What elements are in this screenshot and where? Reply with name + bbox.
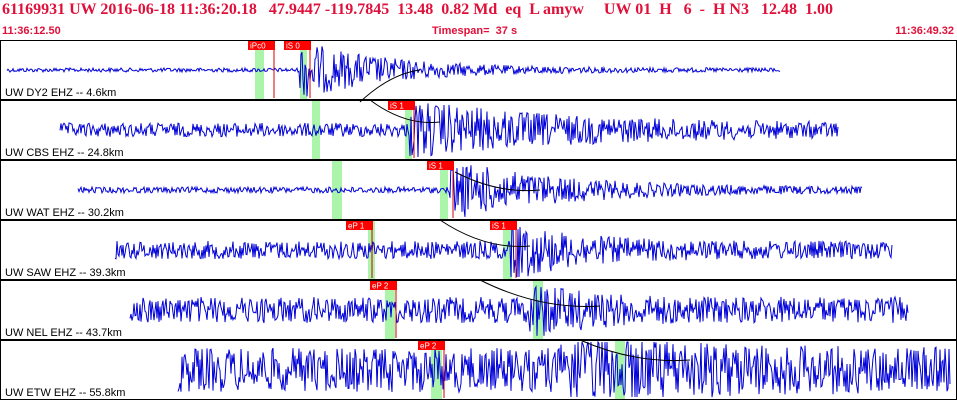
pick-flag[interactable] bbox=[427, 161, 454, 170]
pick-flag[interactable] bbox=[284, 41, 311, 50]
phase-window bbox=[385, 281, 395, 339]
waveform-trace bbox=[6, 46, 781, 97]
pick-label: iS 0 bbox=[286, 42, 300, 51]
phase-window bbox=[300, 41, 307, 99]
station-label: UW ETW EHZ -- 55.8km bbox=[5, 387, 125, 399]
pick-label: eP 2 bbox=[420, 342, 437, 351]
pick-flag[interactable] bbox=[388, 101, 415, 110]
event-summary-title: 61169931 UW 2016-06-18 11:36:20.18 47.94… bbox=[2, 1, 833, 18]
phase-window bbox=[405, 101, 412, 159]
waveform-trace bbox=[59, 103, 839, 158]
end-time-label: 11:36:49.32 bbox=[895, 25, 954, 37]
waveform-trace bbox=[177, 340, 951, 398]
header-bar: 61169931 UW 2016-06-18 11:36:20.18 47.94… bbox=[0, 0, 957, 39]
station-label: UW NEL EHZ -- 43.7km bbox=[5, 327, 122, 339]
trace-panel[interactable]: iPc0 iS 0 UW DY2 EHZ -- 4.6km bbox=[0, 40, 957, 103]
pick-label: iS 1 bbox=[390, 102, 404, 111]
coda-curve bbox=[439, 219, 531, 247]
pick-label: eP 2 bbox=[372, 282, 389, 291]
pick-flag[interactable] bbox=[418, 341, 445, 350]
trace-panel[interactable]: iS 1 UW CBS EHZ -- 24.8km bbox=[0, 99, 957, 160]
station-label: UW DY2 EHZ -- 4.6km bbox=[5, 87, 116, 99]
pick-flag[interactable] bbox=[248, 41, 275, 50]
trace-panel[interactable]: eP 1 iS 1 UW SAW EHZ -- 39.3km bbox=[0, 219, 957, 280]
pick-flag[interactable] bbox=[346, 221, 373, 230]
phase-window bbox=[312, 101, 320, 159]
coda-curve bbox=[359, 69, 421, 103]
coda-curve bbox=[454, 171, 541, 192]
seismogram-panels: iPc0 iS 0 UW DY2 EHZ -- 4.6km iS 1 UW CBS EH… bbox=[0, 40, 957, 400]
pick-label: iS 1 bbox=[492, 222, 506, 231]
coda-curve bbox=[479, 279, 601, 307]
station-label: UW WAT EHZ -- 30.2km bbox=[5, 207, 124, 219]
phase-window bbox=[431, 341, 442, 399]
waveform-trace bbox=[114, 221, 893, 278]
pick-label: iS 1 bbox=[429, 162, 443, 171]
timespan-label: Timespan= 37 s bbox=[432, 25, 518, 37]
pick-flag[interactable] bbox=[490, 221, 517, 230]
trace-panel[interactable]: iS 1 UW WAT EHZ -- 30.2km bbox=[0, 160, 957, 220]
station-label: UW SAW EHZ -- 39.3km bbox=[5, 267, 126, 279]
waveform-trace bbox=[129, 284, 909, 336]
pick-flag[interactable] bbox=[370, 281, 397, 290]
coda-curve bbox=[579, 339, 691, 362]
pick-label: eP 1 bbox=[348, 222, 365, 231]
pick-label: iPc0 bbox=[250, 42, 266, 51]
start-time-label: 11:36:12.50 bbox=[2, 25, 61, 37]
trace-panel[interactable]: eP 2 UW NEL EHZ -- 43.7km bbox=[0, 279, 957, 340]
trace-panel[interactable]: eP 2 UW ETW EHZ -- 55.8km bbox=[0, 339, 957, 400]
waveform-trace bbox=[77, 161, 863, 217]
station-label: UW CBS EHZ -- 24.8km bbox=[5, 147, 124, 159]
coda-curve bbox=[369, 99, 441, 124]
